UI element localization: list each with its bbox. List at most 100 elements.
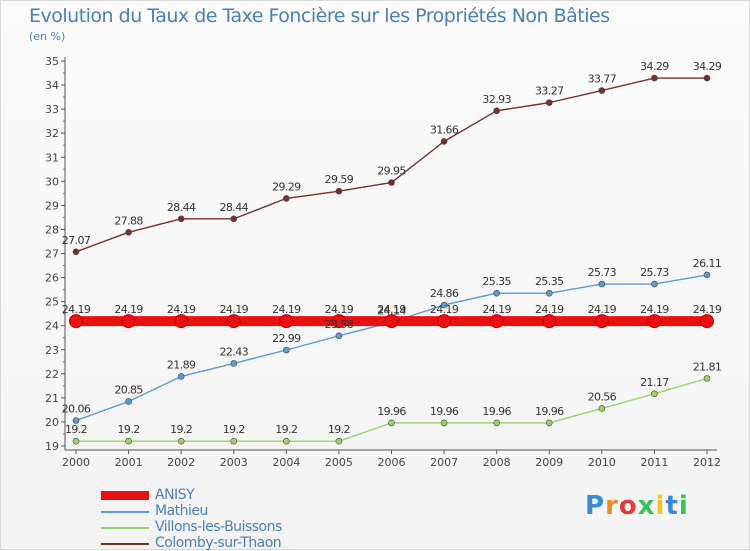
data-point	[384, 314, 399, 329]
data-point	[437, 314, 452, 329]
data-point	[72, 417, 80, 424]
data-point	[440, 138, 448, 145]
data-label: 32.93	[482, 93, 511, 106]
y-tick-label: 31	[45, 151, 59, 164]
y-tick-label: 29	[45, 199, 59, 212]
data-label: 24.19	[588, 303, 617, 316]
y-tick-label: 27	[45, 248, 59, 261]
data-label: 23.58	[325, 318, 354, 331]
data-point	[388, 419, 395, 427]
data-point	[545, 289, 553, 297]
x-tick-label: 2009	[535, 456, 563, 469]
data-point	[72, 248, 80, 256]
y-tick-label: 28	[45, 223, 59, 236]
data-label: 19.96	[482, 405, 511, 418]
data-label: 24.19	[114, 303, 143, 316]
x-tick-label: 2004	[272, 456, 300, 469]
data-label: 29.95	[377, 165, 406, 178]
data-label: 19.96	[430, 405, 459, 418]
data-point	[493, 419, 500, 427]
logo-letter: i	[678, 491, 689, 521]
legend-label: Colomby-sur-Thaon	[155, 535, 282, 551]
data-point	[651, 390, 658, 398]
legend-label: ANISY	[155, 487, 195, 503]
data-point	[230, 215, 238, 223]
data-point	[598, 280, 606, 288]
data-point	[226, 314, 241, 329]
x-tick-label: 2003	[220, 456, 248, 469]
data-label: 19.96	[535, 405, 564, 418]
data-point	[493, 107, 500, 115]
data-point	[703, 375, 711, 382]
y-tick-label: 23	[45, 344, 59, 357]
data-label: 20.85	[114, 383, 143, 396]
data-label: 24.19	[640, 303, 669, 316]
data-label: 24.19	[167, 303, 196, 316]
data-point	[335, 332, 343, 340]
logo-letter: o	[618, 491, 638, 521]
data-label: 28.44	[220, 201, 249, 214]
data-point	[493, 289, 500, 297]
data-point	[594, 314, 609, 329]
data-label: 28.44	[167, 201, 196, 214]
data-label: 24.19	[220, 303, 249, 316]
logo-letter: P	[585, 491, 606, 521]
x-tick-label: 2006	[378, 456, 406, 469]
data-label: 24.19	[482, 303, 511, 316]
data-point	[335, 437, 343, 445]
data-label: 24.19	[535, 303, 564, 316]
data-point	[72, 437, 80, 445]
y-tick-label: 25	[45, 296, 59, 309]
data-point	[647, 314, 662, 329]
data-label: 24.19	[272, 303, 301, 316]
data-label: 21.17	[640, 376, 669, 389]
data-point	[440, 301, 448, 309]
logo-letter: i	[655, 491, 666, 521]
data-point	[177, 437, 185, 445]
y-tick-label: 26	[45, 272, 59, 285]
data-point	[283, 346, 290, 354]
data-label: 22.99	[272, 332, 301, 345]
data-label: 24.19	[693, 303, 722, 316]
data-point	[69, 314, 83, 329]
y-tick-label: 30	[45, 175, 59, 188]
x-tick-label: 2001	[115, 456, 143, 469]
y-tick-label: 22	[45, 368, 59, 381]
data-label: 31.66	[430, 123, 459, 136]
data-label: 21.89	[167, 358, 196, 371]
unit-label: (en %)	[29, 30, 66, 43]
data-label: 25.35	[535, 275, 564, 288]
y-tick-label: 19	[45, 440, 59, 453]
data-point	[174, 314, 189, 329]
data-point	[651, 74, 658, 82]
data-point	[651, 280, 658, 288]
data-point	[283, 437, 290, 445]
x-tick-label: 2010	[588, 456, 616, 469]
data-point	[440, 419, 448, 427]
data-label: 26.11	[693, 257, 722, 270]
data-label: 34.29	[640, 60, 669, 73]
data-point	[177, 373, 185, 380]
data-label: 27.07	[62, 234, 91, 247]
x-tick-label: 2007	[430, 456, 458, 469]
data-point	[125, 398, 132, 405]
data-label: 22.43	[220, 345, 249, 358]
data-label: 21.81	[693, 360, 722, 373]
x-tick-label: 2002	[167, 456, 195, 469]
y-tick-label: 33	[45, 103, 59, 116]
data-label: 20.06	[62, 402, 91, 415]
data-point	[545, 99, 553, 106]
data-label: 25.73	[640, 266, 669, 279]
logo-letter: x	[637, 491, 656, 521]
legend-label: Villons-les-Buissons	[155, 519, 282, 535]
data-point	[125, 437, 132, 445]
data-label: 29.29	[272, 180, 301, 193]
data-label: 24.86	[430, 287, 459, 300]
data-label: 24.14	[377, 304, 406, 317]
data-label: 24.19	[430, 303, 459, 316]
legend-swatch	[101, 491, 149, 500]
x-tick-label: 2005	[325, 456, 353, 469]
x-tick-label: 2011	[640, 456, 668, 469]
